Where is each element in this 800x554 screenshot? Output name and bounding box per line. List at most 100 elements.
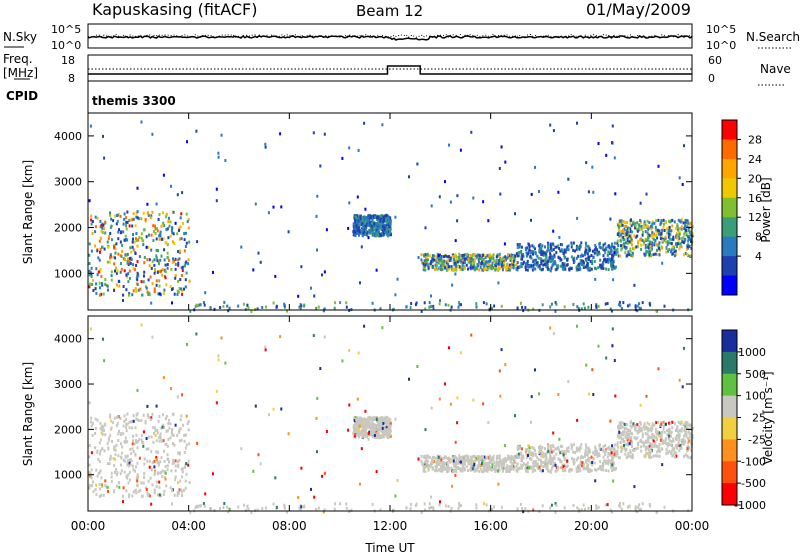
velocity-echo-point	[367, 416, 370, 420]
velocity-echo-point	[156, 428, 158, 432]
power-echo-point	[593, 260, 596, 263]
power-echo-point	[157, 262, 160, 266]
power-echo-point	[177, 229, 180, 232]
velocity-echo-point	[447, 456, 450, 460]
power-echo-point	[654, 234, 657, 238]
power-echo-point	[168, 259, 171, 262]
velocity-echo-point	[461, 459, 464, 463]
velocity-echo-point	[368, 430, 371, 434]
velocity-echo-point	[170, 430, 173, 434]
velocity-echo-point	[143, 472, 146, 476]
velocity-echo-point	[118, 485, 121, 489]
power-echo-point	[386, 221, 389, 225]
power-echo-point	[146, 290, 149, 294]
velocity-echo-point	[656, 430, 659, 434]
power-echo-point	[534, 262, 536, 266]
power-echo-point	[171, 301, 173, 305]
velocity-echo-point	[648, 444, 651, 448]
velocity-echo-point	[476, 455, 479, 459]
velocity-echo-point	[139, 488, 142, 492]
power-echo-point	[545, 255, 548, 259]
velocity-echo-point	[680, 429, 683, 433]
velocity-echo-point	[615, 467, 617, 470]
noise-right-tick-top: 10^5	[706, 23, 736, 36]
velocity-echo-point	[660, 421, 663, 424]
velocity-echo-point	[424, 428, 427, 432]
velocity-echo-point	[128, 494, 130, 498]
power-echo-point	[108, 234, 111, 238]
velocity-echo-point	[480, 455, 483, 459]
velocity-echo-point	[553, 457, 556, 460]
velocity-echo-point	[99, 469, 102, 473]
power-echo-point	[454, 239, 457, 243]
power-echo-point	[482, 301, 485, 305]
power-echo-point	[547, 260, 550, 263]
power-echo-point	[181, 289, 184, 293]
velocity-echo-point	[498, 369, 501, 373]
freq-right-tick-top: 60	[708, 54, 722, 67]
power-echo-point	[540, 262, 543, 266]
velocity-echo-point	[187, 420, 190, 423]
power-echo-point	[459, 255, 462, 258]
power-echo-point	[537, 256, 540, 260]
velocity-echo-point	[500, 505, 503, 509]
velocity-echo-point	[577, 508, 580, 512]
power-echo-point	[117, 237, 120, 241]
velocity-echo-point	[662, 420, 665, 424]
power-echo-point	[683, 253, 685, 257]
power-echo-point	[483, 260, 486, 264]
velocity-echo-point	[141, 494, 144, 498]
velocity-panel	[87, 315, 694, 514]
power-echo-point	[372, 232, 375, 236]
velocity-echo-point	[686, 423, 689, 427]
velocity-ylabel: Slant Range [km]	[21, 362, 35, 466]
velocity-echo-point	[177, 481, 179, 485]
velocity-echo-point	[365, 434, 368, 438]
colorbar-tick-label: -500	[741, 477, 766, 490]
velocity-echo-point	[187, 459, 190, 463]
velocity-echo-point	[140, 419, 143, 423]
power-echo-point	[97, 270, 100, 274]
velocity-echo-point	[430, 406, 433, 410]
velocity-echo-point	[169, 436, 172, 440]
velocity-echo-point	[623, 447, 626, 451]
velocity-echo-point	[654, 440, 657, 444]
power-echo-point	[107, 237, 110, 241]
power-echo-point	[473, 253, 476, 257]
velocity-echo-point	[628, 504, 631, 508]
velocity-echo-point	[597, 344, 600, 348]
power-echo-point	[502, 256, 505, 260]
velocity-echo-point	[137, 419, 140, 423]
velocity-echo-point	[166, 464, 169, 468]
velocity-echo-point	[522, 462, 525, 466]
power-echo-point	[534, 165, 536, 169]
velocity-echo-point	[679, 443, 682, 447]
velocity-echo-point	[431, 461, 434, 465]
velocity-echo-point	[298, 506, 301, 510]
power-echo-point	[650, 224, 652, 228]
power-echo-point	[514, 212, 516, 216]
velocity-echo-point	[355, 425, 358, 429]
power-echo-point	[169, 220, 172, 224]
velocity-echo-point	[300, 505, 303, 509]
power-echo-point	[352, 230, 355, 234]
velocity-echo-point	[643, 454, 646, 458]
velocity-echo-point	[132, 490, 135, 494]
power-echo-point	[408, 175, 410, 179]
power-echo-point	[684, 251, 687, 255]
velocity-echo-point	[176, 490, 179, 494]
power-echo-point	[380, 214, 383, 218]
power-echo-point	[675, 242, 677, 246]
velocity-echo-point	[126, 461, 129, 465]
power-echo-point	[272, 301, 275, 305]
velocity-echo-point	[551, 465, 554, 469]
power-echo-point	[186, 140, 188, 144]
power-echo-point	[610, 261, 613, 265]
colorbar-segment	[722, 256, 737, 277]
power-echo-point	[526, 246, 529, 250]
velocity-echo-point	[157, 419, 160, 423]
velocity-echo-point	[651, 427, 654, 431]
power-echo-point	[650, 243, 653, 247]
velocity-echo-point	[634, 505, 637, 509]
velocity-echo-point	[633, 436, 636, 440]
